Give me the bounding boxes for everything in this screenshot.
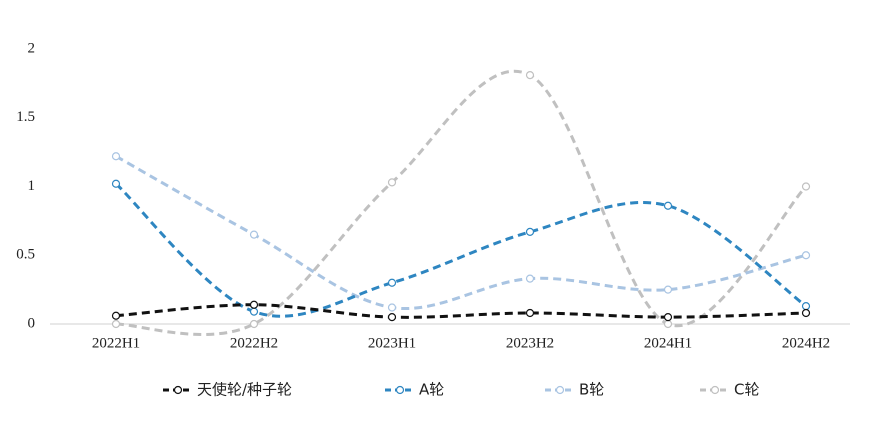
legend-marker: [173, 385, 183, 395]
x-tick-label: 2023H1: [368, 335, 416, 351]
x-tick-label: 2024H2: [782, 335, 830, 351]
data-point: [249, 300, 259, 309]
y-tick-label: 1.5: [16, 109, 35, 125]
data-point: [525, 71, 535, 80]
data-point: [249, 319, 259, 329]
data-point: [249, 230, 259, 239]
data-point: [111, 179, 121, 188]
data-point: [663, 285, 673, 294]
data-point: [801, 308, 811, 318]
series-line: [115, 154, 807, 311]
legend-label: C轮: [734, 381, 759, 399]
y-tick-label: 2: [28, 40, 36, 56]
data-point: [663, 313, 673, 322]
data-point: [663, 319, 673, 329]
x-tick-label: 2024H1: [644, 335, 692, 351]
y-tick-label: 0: [28, 315, 36, 331]
data-point: [387, 303, 397, 312]
data-point: [111, 311, 121, 320]
data-point: [387, 278, 397, 287]
y-tick-label: 0.5: [16, 247, 35, 263]
legend-marker: [710, 385, 720, 395]
data-point: [111, 319, 121, 329]
x-tick-label: 2022H1: [92, 335, 140, 351]
legend-marker: [395, 385, 405, 395]
data-point: [525, 308, 535, 318]
series-line: [115, 303, 807, 319]
legend-marker: [555, 385, 565, 395]
x-tick-label: 2022H2: [230, 335, 278, 351]
legend-label: 天使轮/种子轮: [197, 381, 292, 399]
x-tick-label: 2023H2: [506, 335, 554, 351]
y-tick-label: 1: [28, 178, 36, 194]
legend-label: B轮: [579, 381, 604, 399]
data-point: [801, 251, 811, 260]
series-line: [114, 182, 807, 318]
series-line: [115, 69, 808, 336]
data-point: [387, 178, 397, 187]
data-point: [525, 274, 535, 283]
data-point: [387, 313, 397, 322]
legend: 天使轮/种子轮 A轮 B轮 C轮: [163, 381, 759, 399]
data-point: [801, 302, 811, 311]
data-point: [249, 307, 259, 316]
data-point: [801, 182, 811, 191]
data-point: [111, 152, 121, 161]
data-point: [525, 227, 535, 236]
legend-label: A轮: [419, 381, 444, 399]
data-point: [663, 201, 673, 210]
